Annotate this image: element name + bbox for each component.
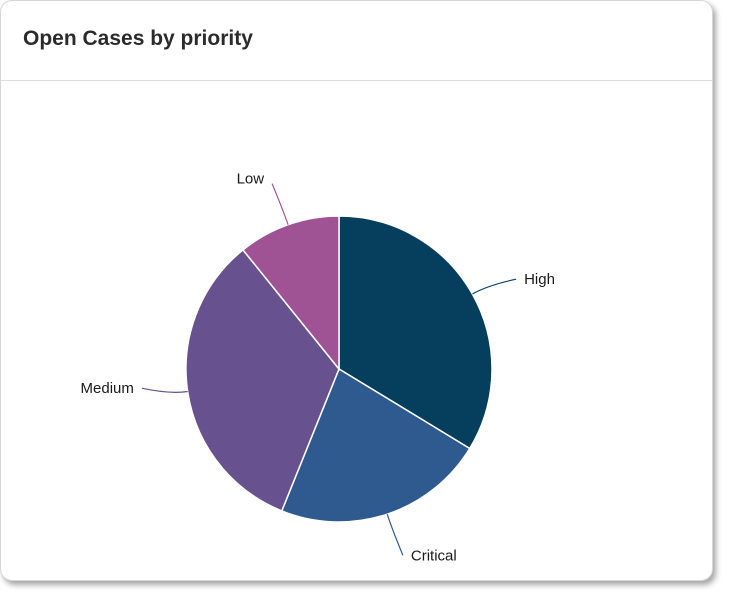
pie-slice-low[interactable] (241, 215, 340, 372)
slices-layer (185, 215, 493, 523)
chart-area: High Critical Medium Low (1, 81, 712, 580)
leader-line-critical (386, 514, 404, 556)
slice-label-high: High (524, 271, 555, 288)
leader-line-low (271, 183, 289, 225)
card-header: Open Cases by priority (1, 1, 712, 81)
labels-layer: High Critical Medium Low (81, 171, 555, 565)
pie-slice-critical[interactable] (280, 367, 471, 523)
leader-line-high (472, 278, 517, 295)
chart-card: Open Cases by priority High Critical Mediu… (0, 0, 713, 581)
pie-slice-high[interactable] (338, 215, 493, 450)
slice-label-critical: Critical (411, 547, 457, 564)
slice-label-low: Low (237, 171, 265, 188)
card-title: Open Cases by priority (23, 26, 253, 50)
leader-line-medium (141, 387, 188, 393)
slice-label-medium: Medium (81, 380, 134, 397)
pie-chart: High Critical Medium Low (81, 171, 555, 565)
leader-lines-layer (141, 183, 517, 556)
pie-slice-medium[interactable] (185, 248, 340, 512)
